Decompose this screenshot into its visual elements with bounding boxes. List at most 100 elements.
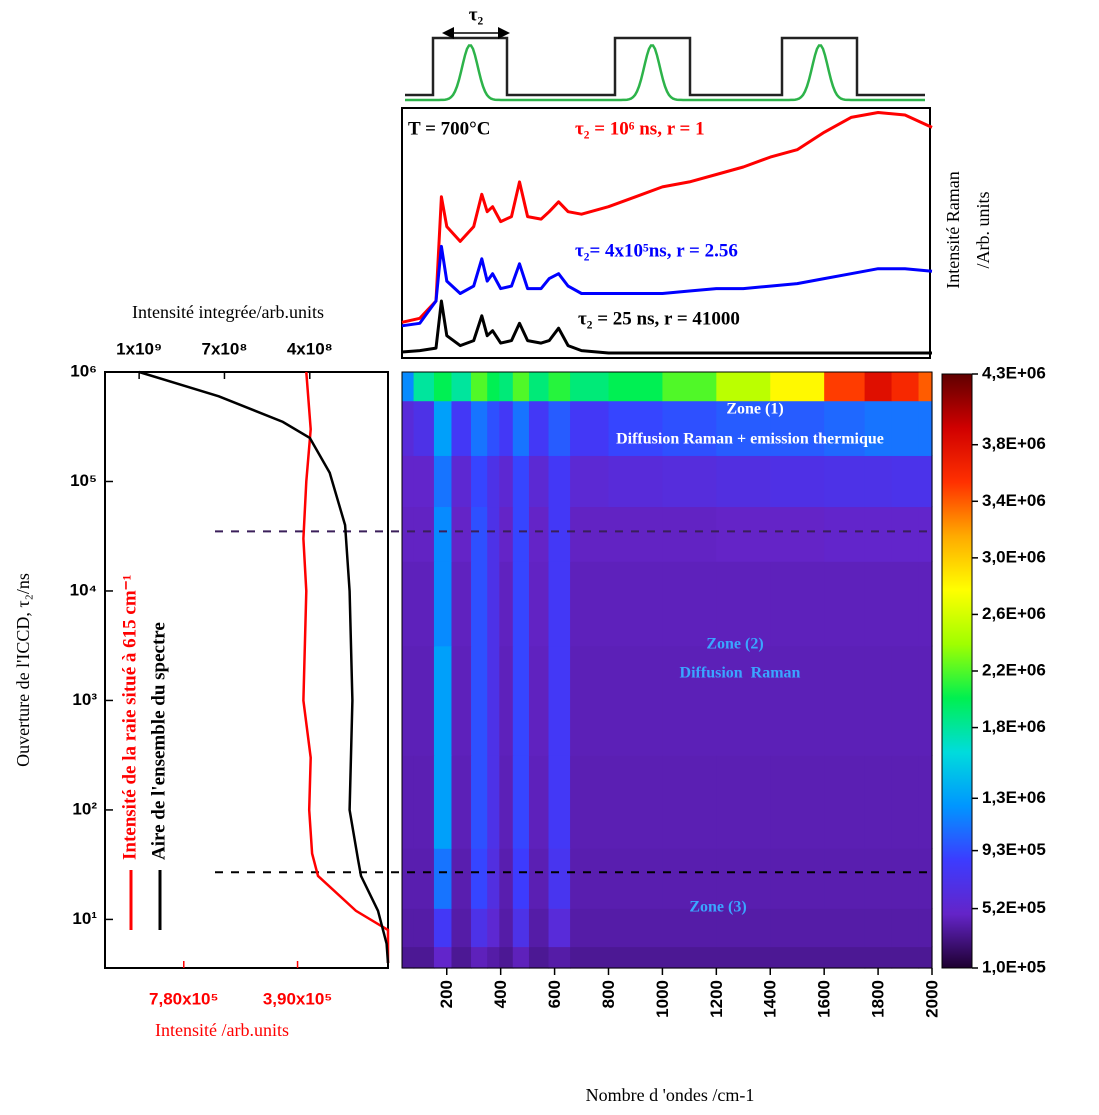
heatmap-cell <box>402 506 415 562</box>
heatmap-cell <box>716 908 771 948</box>
colorbar <box>941 373 973 969</box>
heatmap-cell <box>770 372 825 402</box>
heatmap-cell <box>512 455 530 508</box>
heatmap-cell <box>662 946 717 969</box>
heatmap-cell <box>433 561 453 647</box>
heatmap-cell <box>770 400 825 456</box>
heatmap-cell <box>528 561 550 647</box>
heatmap-cell <box>499 400 514 456</box>
heatmap-cell <box>471 561 488 647</box>
x-tick-label: 1600 <box>815 980 834 1018</box>
zone-label: Zone (3) <box>689 899 746 916</box>
heatmap-cell <box>413 645 435 756</box>
heatmap-frame <box>401 371 933 969</box>
heatmap-cell <box>824 400 866 456</box>
zone-label: Diffusion Raman + emission thermique <box>616 431 884 448</box>
heatmap-cell <box>824 455 866 508</box>
heatmap-cell <box>413 561 435 647</box>
heatmap-cell <box>413 506 435 562</box>
heatmap-cell <box>770 561 825 647</box>
colorbar-tick-label: 2,2E+06 <box>982 660 1046 679</box>
pulse-diagram: τ₂ <box>405 4 925 102</box>
heatmap-cell <box>433 946 453 969</box>
x-tick-label: 1800 <box>869 980 888 1018</box>
heatmap-cell <box>512 400 530 456</box>
series-label: τ₂ = 25 ns, r = 41000 <box>578 308 740 329</box>
heatmap-cell <box>512 561 530 647</box>
spectra-y-label: /Arb. units <box>973 191 993 268</box>
heatmap-cell <box>891 400 920 456</box>
heatmap-cell <box>548 645 571 756</box>
heatmap-cell <box>918 455 933 508</box>
heatmap-cell <box>662 645 717 756</box>
heatmap-cell <box>570 908 610 948</box>
heatmap-cell <box>770 506 825 562</box>
heatmap-cell <box>608 506 664 562</box>
heatmap-cell <box>528 755 550 849</box>
heatmap-cell <box>824 908 866 948</box>
heatmap-cell <box>662 908 717 948</box>
heatmap-cell <box>471 755 488 849</box>
heatmap-cell <box>528 455 550 508</box>
x2-tick-label: 7x10⁸ <box>202 339 248 358</box>
heatmap-cell <box>471 506 488 562</box>
zone-label: Diffusion Raman <box>680 665 801 682</box>
heatmap-cell <box>570 946 610 969</box>
heatmap-cell <box>402 400 415 456</box>
heatmap-cell <box>451 506 472 562</box>
heatmap-cell <box>402 561 415 647</box>
heatmap-cell <box>864 561 893 647</box>
heatmap-cell <box>891 506 920 562</box>
zone-label: Zone (2) <box>706 636 763 653</box>
heatmap-cell <box>662 455 717 508</box>
heatmap <box>402 372 933 969</box>
heatmap-cell <box>402 372 415 402</box>
colorbar-tick-label: 3,0E+06 <box>982 547 1046 566</box>
heatmap-cell <box>891 645 920 756</box>
heatmap-cell <box>451 755 472 849</box>
heatmap-cell <box>770 908 825 948</box>
heatmap-cell <box>864 506 893 562</box>
heatmap-cell <box>402 908 415 948</box>
spectrum-line <box>401 299 932 355</box>
heatmap-cell <box>402 455 415 508</box>
heatmap-cell <box>608 755 664 849</box>
heatmap-cell <box>451 372 472 402</box>
heatmap-cell <box>487 946 500 969</box>
heatmap-cell <box>499 848 514 909</box>
heatmap-cell <box>918 645 933 756</box>
colorbar-tick-label: 1,0E+05 <box>982 957 1046 976</box>
heatmap-cell <box>499 645 514 756</box>
heatmap-cell <box>770 946 825 969</box>
heatmap-cell <box>770 645 825 756</box>
heatmap-cell <box>548 372 571 402</box>
heatmap-cell <box>864 372 893 402</box>
heatmap-cell <box>528 946 550 969</box>
heatmap-cell <box>548 908 571 948</box>
legend-label: Aire de l'ensemble du spectre <box>148 622 169 860</box>
heatmap-cell <box>918 372 933 402</box>
x-tick-label: 1400 <box>761 980 780 1018</box>
spectra-frame <box>401 107 931 359</box>
heatmap-cell <box>487 372 500 402</box>
heatmap-cell <box>716 400 771 456</box>
heatmap-cell <box>608 372 664 402</box>
heatmap-cell <box>433 506 453 562</box>
y-tick-label: 10⁴ <box>70 580 97 599</box>
heatmap-cell <box>662 506 717 562</box>
heatmap-cell <box>770 755 825 849</box>
heatmap-cell <box>608 908 664 948</box>
heatmap-cell <box>864 455 893 508</box>
heatmap-cell <box>864 645 893 756</box>
heatmap-cell <box>570 645 610 756</box>
heatmap-cell <box>433 400 453 456</box>
heatmap-cell <box>512 645 530 756</box>
heatmap-cell <box>770 455 825 508</box>
heatmap-cell <box>528 645 550 756</box>
heatmap-cell <box>471 400 488 456</box>
x-tick-label: 400 <box>491 980 510 1008</box>
x-tick-label: 2000 <box>922 980 941 1018</box>
heatmap-cell <box>499 946 514 969</box>
heatmap-cell <box>570 506 610 562</box>
